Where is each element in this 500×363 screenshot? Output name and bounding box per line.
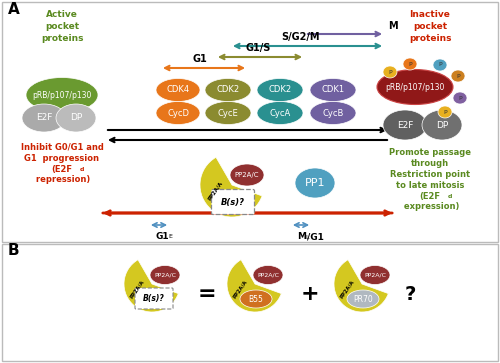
Text: B: B bbox=[8, 243, 20, 258]
Text: P: P bbox=[443, 110, 447, 114]
Text: DP: DP bbox=[70, 114, 82, 122]
Text: (E2F: (E2F bbox=[52, 165, 72, 174]
Ellipse shape bbox=[205, 78, 251, 102]
Ellipse shape bbox=[22, 104, 66, 132]
Text: CDK1: CDK1 bbox=[322, 86, 344, 94]
Text: ?: ? bbox=[404, 285, 415, 303]
Text: PP2A/A: PP2A/A bbox=[339, 279, 355, 299]
Text: L: L bbox=[305, 235, 308, 240]
Text: PP2A/A: PP2A/A bbox=[232, 279, 248, 299]
Text: CDK2: CDK2 bbox=[216, 86, 240, 94]
Text: /G1: /G1 bbox=[307, 232, 324, 241]
Text: P: P bbox=[388, 69, 392, 74]
Text: S/G2/M: S/G2/M bbox=[281, 32, 320, 42]
Text: E: E bbox=[168, 234, 172, 239]
Text: CycD: CycD bbox=[167, 109, 189, 118]
Ellipse shape bbox=[310, 102, 356, 125]
Text: Inactive
pocket
proteins: Inactive pocket proteins bbox=[409, 10, 451, 42]
Text: Restriction point: Restriction point bbox=[390, 170, 470, 179]
Text: M: M bbox=[388, 21, 398, 31]
Text: CycA: CycA bbox=[270, 109, 290, 118]
Text: B(s)?: B(s)? bbox=[143, 294, 165, 303]
Text: to late mitosis: to late mitosis bbox=[396, 181, 464, 190]
Ellipse shape bbox=[156, 102, 200, 125]
Text: PP2A/C: PP2A/C bbox=[257, 273, 279, 277]
Text: PP2A/A: PP2A/A bbox=[206, 180, 224, 201]
Text: PR70: PR70 bbox=[353, 294, 373, 303]
Text: P: P bbox=[456, 73, 460, 78]
Ellipse shape bbox=[383, 66, 397, 78]
Text: G1: G1 bbox=[155, 232, 168, 241]
Ellipse shape bbox=[253, 265, 283, 285]
Text: M: M bbox=[297, 232, 306, 241]
Ellipse shape bbox=[56, 104, 96, 132]
Text: PP1: PP1 bbox=[305, 178, 325, 188]
Text: PP2A/C: PP2A/C bbox=[364, 273, 386, 277]
Text: Active
pocket
proteins: Active pocket proteins bbox=[41, 10, 83, 42]
Bar bbox=[2, 244, 498, 361]
Text: PP2A/A: PP2A/A bbox=[129, 279, 145, 299]
Text: expression): expression) bbox=[401, 202, 459, 211]
Ellipse shape bbox=[403, 58, 417, 70]
Text: CycE: CycE bbox=[218, 109, 238, 118]
Bar bbox=[2, 2, 498, 242]
Text: P: P bbox=[458, 95, 462, 101]
Ellipse shape bbox=[257, 78, 303, 102]
Text: B55: B55 bbox=[248, 294, 264, 303]
Ellipse shape bbox=[205, 102, 251, 125]
Ellipse shape bbox=[230, 164, 264, 186]
Text: P: P bbox=[438, 62, 442, 68]
Text: G1  progression: G1 progression bbox=[24, 154, 100, 163]
Text: G1: G1 bbox=[192, 54, 208, 64]
Ellipse shape bbox=[383, 110, 427, 140]
Text: DP: DP bbox=[436, 121, 448, 130]
Text: E2F: E2F bbox=[397, 121, 413, 130]
Text: Promote passage: Promote passage bbox=[389, 148, 471, 157]
Text: P: P bbox=[408, 61, 412, 66]
Ellipse shape bbox=[433, 59, 447, 71]
Text: pRB/p107/p130: pRB/p107/p130 bbox=[386, 82, 444, 91]
Ellipse shape bbox=[453, 92, 467, 104]
Ellipse shape bbox=[156, 78, 200, 102]
Ellipse shape bbox=[295, 168, 335, 198]
Text: A: A bbox=[8, 2, 20, 17]
Ellipse shape bbox=[257, 102, 303, 125]
Text: CDK2: CDK2 bbox=[268, 86, 291, 94]
Text: (E2F: (E2F bbox=[420, 192, 440, 201]
Text: d: d bbox=[80, 167, 84, 172]
Wedge shape bbox=[200, 157, 262, 217]
Text: through: through bbox=[411, 159, 449, 168]
Ellipse shape bbox=[360, 265, 390, 285]
Ellipse shape bbox=[26, 77, 98, 113]
Wedge shape bbox=[124, 260, 178, 312]
Ellipse shape bbox=[150, 265, 180, 285]
Ellipse shape bbox=[438, 106, 452, 118]
Text: +: + bbox=[300, 284, 320, 304]
Text: Inhibit G0/G1 and: Inhibit G0/G1 and bbox=[20, 143, 103, 152]
FancyBboxPatch shape bbox=[212, 189, 254, 215]
Text: =: = bbox=[198, 284, 216, 304]
Text: CycB: CycB bbox=[322, 109, 344, 118]
Text: E2F: E2F bbox=[36, 114, 52, 122]
Ellipse shape bbox=[451, 70, 465, 82]
Wedge shape bbox=[334, 260, 388, 312]
Ellipse shape bbox=[422, 110, 462, 140]
Ellipse shape bbox=[377, 69, 453, 105]
Text: CDK4: CDK4 bbox=[166, 86, 190, 94]
Text: pRB/p107/p130: pRB/p107/p130 bbox=[32, 90, 92, 99]
Ellipse shape bbox=[310, 78, 356, 102]
Wedge shape bbox=[227, 260, 281, 312]
Ellipse shape bbox=[240, 290, 272, 308]
Text: repression): repression) bbox=[34, 175, 90, 184]
Ellipse shape bbox=[347, 290, 379, 308]
Text: PP2A/C: PP2A/C bbox=[154, 273, 176, 277]
Text: PP2A/C: PP2A/C bbox=[235, 172, 259, 178]
FancyBboxPatch shape bbox=[135, 288, 173, 309]
Text: d: d bbox=[448, 194, 452, 199]
Text: G1/S: G1/S bbox=[246, 43, 270, 53]
Text: B(s)?: B(s)? bbox=[221, 199, 245, 208]
